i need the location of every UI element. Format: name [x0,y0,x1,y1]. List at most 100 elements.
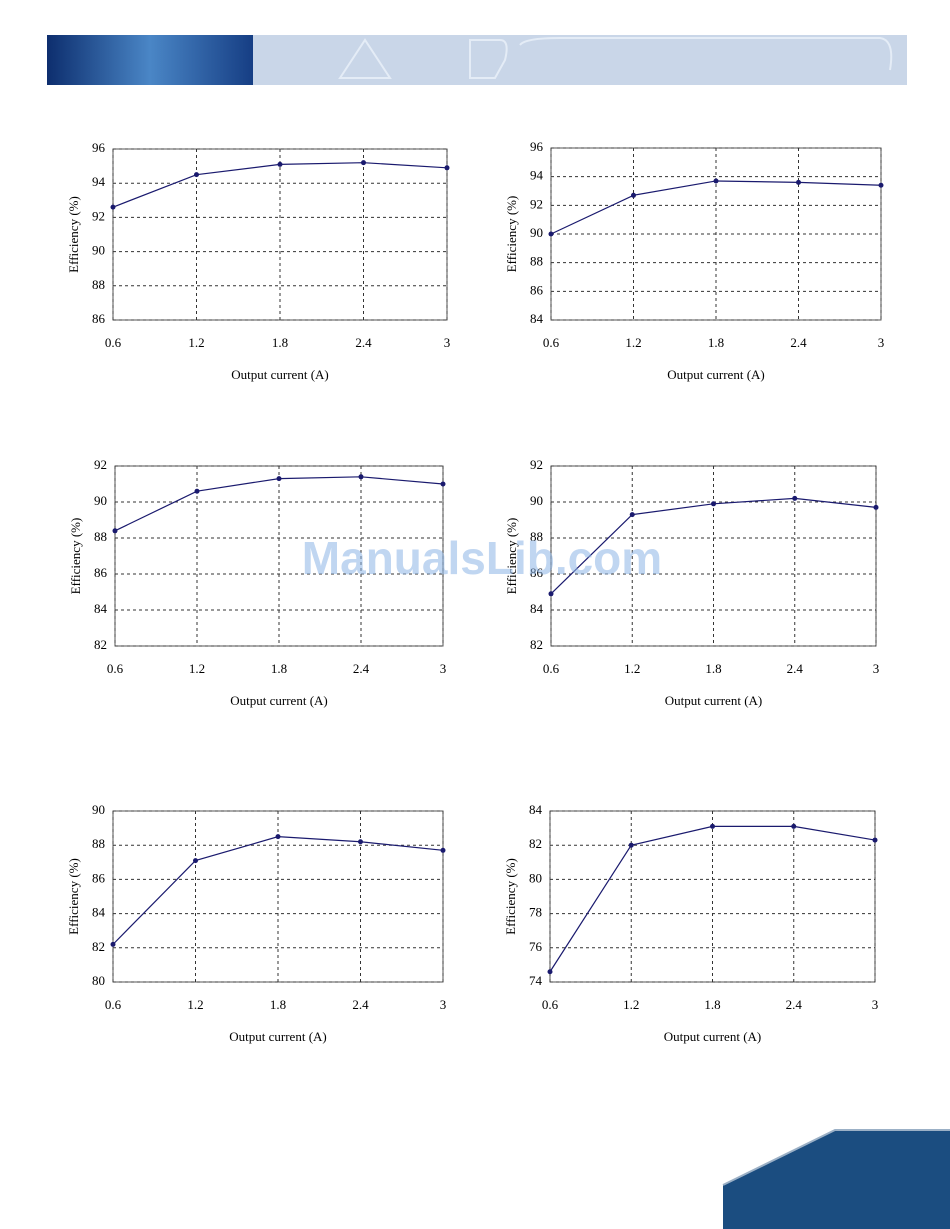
chart: 74 76 78 80 82 84 0.6 1.2 1.8 2.4 3 Output current … [503,802,878,1044]
data-point [275,834,281,840]
x-tick-label: 2.4 [790,335,807,350]
banner-image [47,35,253,85]
x-tick-label: 1.8 [704,997,720,1012]
x-tick-label: 3 [440,997,447,1012]
y-tick-label: 88 [92,277,105,292]
y-tick-label: 90 [530,225,543,240]
data-point [711,501,716,507]
data-point [548,231,554,237]
y-tick-label: 82 [530,637,543,652]
y-tick-label: 96 [530,139,544,154]
charts: 86 88 90 92 94 96 0.6 1.2 1.8 2.4 3 Output current … [66,139,884,1044]
y-tick-label: 88 [530,254,543,269]
data-point [193,858,198,864]
x-tick-label: 2.4 [787,661,804,676]
y-tick-label: 90 [92,243,105,258]
data-point [444,165,450,171]
y-tick-label: 92 [94,457,107,472]
y-tick-label: 80 [529,870,542,885]
chart: 82 84 86 88 90 92 0.6 1.2 1.8 2.4 3 Output current … [504,457,879,708]
x-tick-label: 1.2 [188,335,204,350]
y-tick-label: 78 [529,905,542,920]
x-tick-label: 1.2 [625,335,641,350]
footer-shape [723,1130,950,1229]
data-point [110,204,116,210]
data-point [112,528,118,534]
y-tick-label: 88 [92,836,105,851]
y-tick-label: 76 [529,939,543,954]
watermark: ManualsLib.com [302,532,662,584]
x-tick-label: 3 [872,997,879,1012]
x-tick-label: 1.8 [708,335,724,350]
data-point [361,160,366,166]
data-point [628,842,634,848]
y-axis-label: Efficiency (%) [504,518,519,595]
x-tick-label: 3 [444,335,451,350]
y-tick-label: 96 [92,140,106,155]
data-point [629,512,635,518]
x-tick-label: 2.4 [352,997,369,1012]
y-tick-label: 84 [529,802,543,817]
x-axis-label: Output current (A) [665,693,762,708]
x-tick-label: 3 [873,661,880,676]
x-tick-label: 0.6 [107,661,124,676]
data-point [277,161,283,167]
data-point [358,474,364,480]
y-tick-label: 86 [92,311,106,326]
banner-ornament [338,37,893,79]
data-point [276,476,282,482]
x-axis-label: Output current (A) [229,1029,326,1044]
y-axis-label: Efficiency (%) [504,196,519,273]
x-tick-label: 0.6 [105,335,122,350]
y-tick-label: 86 [92,870,106,885]
chart: 84 86 88 90 92 94 96 0.6 1.2 1.8 2.4 3 Output curren… [504,139,884,382]
x-axis-label: Output current (A) [664,1029,761,1044]
y-axis-label: Efficiency (%) [503,858,518,935]
y-tick-label: 82 [529,836,542,851]
data-point [710,823,715,829]
x-tick-label: 1.8 [272,335,288,350]
data-point [440,847,446,853]
y-tick-label: 94 [530,168,544,183]
y-tick-label: 74 [529,973,543,988]
data-point [440,481,446,487]
data-point [548,591,554,597]
y-axis-label: Efficiency (%) [66,196,81,273]
x-tick-label: 2.4 [786,997,803,1012]
data-point [796,179,801,185]
y-tick-label: 82 [94,637,107,652]
x-tick-label: 3 [440,661,447,676]
y-tick-label: 86 [94,565,108,580]
data-point [631,192,636,198]
y-tick-label: 90 [530,493,543,508]
y-tick-label: 92 [530,196,543,211]
x-tick-label: 2.4 [355,335,372,350]
y-tick-label: 92 [530,457,543,472]
y-tick-label: 84 [530,311,544,326]
data-point [194,172,199,178]
chart: 82 84 86 88 90 92 0.6 1.2 1.8 2.4 3 Output current … [68,457,446,708]
x-axis-label: Output current (A) [231,367,328,382]
x-tick-label: 0.6 [543,661,560,676]
data-point [878,182,884,188]
x-tick-label: 1.8 [271,661,287,676]
x-tick-label: 2.4 [353,661,370,676]
y-tick-label: 84 [92,905,106,920]
x-tick-label: 0.6 [542,997,559,1012]
data-point [194,488,200,494]
y-axis-label: Efficiency (%) [68,518,83,595]
x-tick-label: 1.8 [705,661,721,676]
header-banner [47,35,907,85]
y-tick-label: 86 [530,282,544,297]
x-tick-label: 1.8 [270,997,286,1012]
x-axis-label: Output current (A) [667,367,764,382]
data-point [110,941,116,947]
y-tick-label: 80 [92,973,105,988]
y-tick-label: 90 [94,493,107,508]
x-axis-label: Output current (A) [230,693,327,708]
y-tick-label: 82 [92,939,105,954]
y-axis-label: Efficiency (%) [66,858,81,935]
data-point [873,504,879,510]
y-tick-label: 88 [530,529,543,544]
